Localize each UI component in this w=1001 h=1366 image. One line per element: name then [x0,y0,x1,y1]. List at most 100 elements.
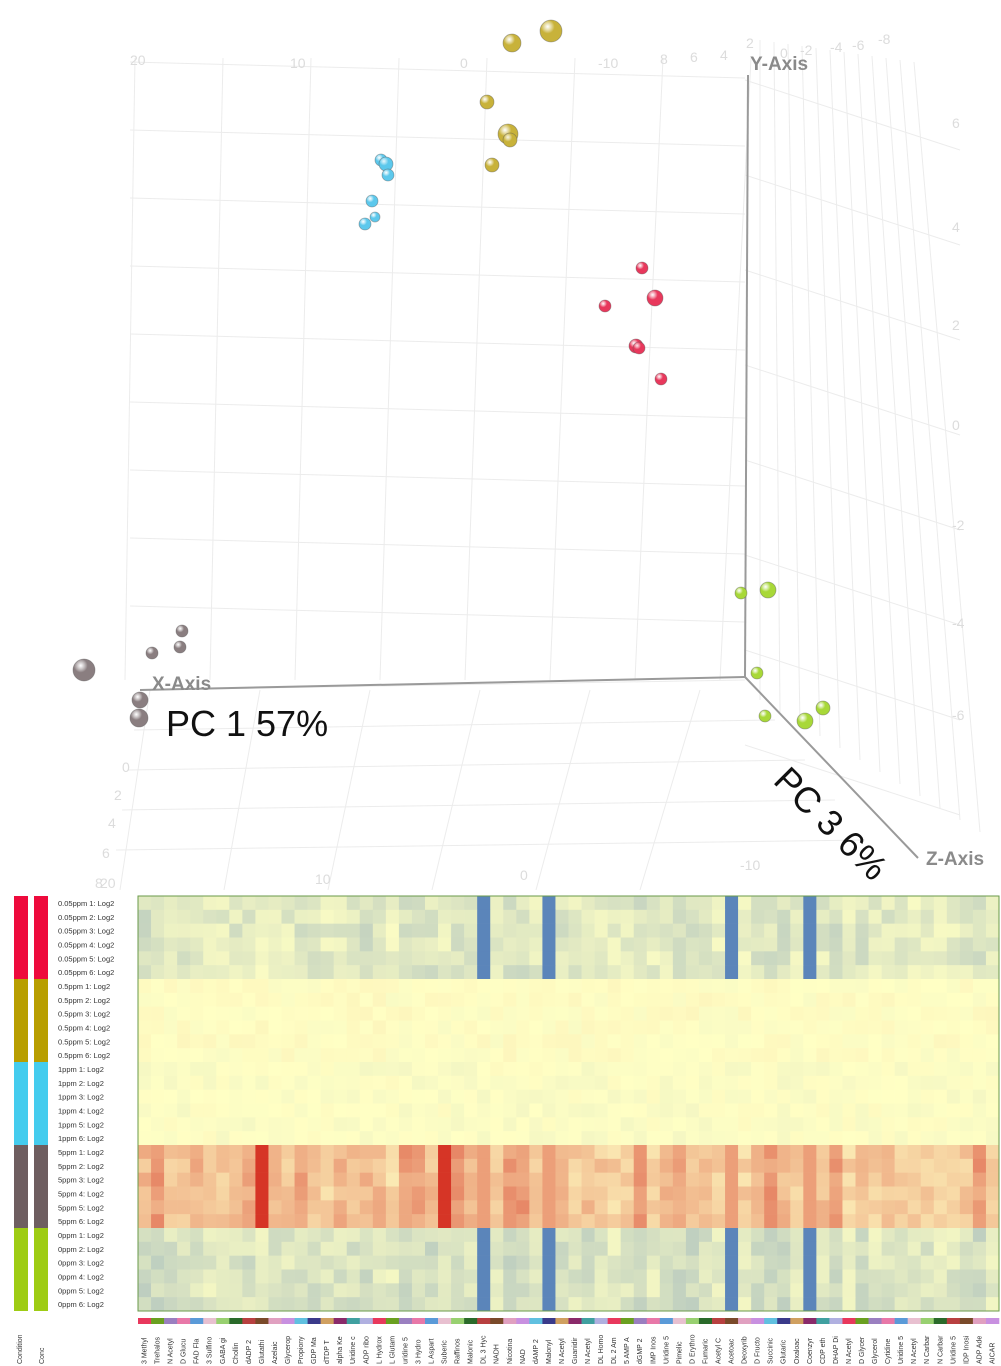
heatmap-cell [451,1145,465,1160]
heatmap-cell [868,1117,882,1132]
heatmap-cell [712,896,726,911]
heatmap-cell [151,1228,165,1243]
column-color-strip [138,1318,1000,1324]
heatmap-cell [411,923,426,938]
heatmap-cell [725,1089,739,1104]
heatmap-cell [411,1158,426,1173]
heatmap-cell [985,923,1000,938]
heatmap-cell [385,1297,400,1312]
heatmap-cell [881,1117,895,1132]
heatmap-cell [777,1062,791,1077]
heatmap-cell [790,909,804,924]
pca-gridline [885,57,941,809]
heatmap-cell [281,1062,295,1077]
heatmap-cell [294,1034,308,1049]
pca-point [734,586,748,600]
heatmap-cell [985,1103,1000,1118]
heatmap-cell [751,1145,765,1160]
heatmap-cell [255,1034,269,1049]
heatmap-cell [985,979,1000,994]
heatmap-cell [777,1200,791,1215]
heatmap-cell [946,1062,961,1077]
heatmap-row-label: 0.05ppm 4: Log2 [58,940,114,949]
heatmap-cell [503,1034,517,1049]
heatmap-cell [425,1269,439,1284]
heatmap-cell [816,1186,830,1201]
heatmap-cell [216,1241,230,1256]
heatmap-cell [333,1214,348,1229]
heatmap-cell [268,979,282,994]
heatmap-cell [620,1241,635,1256]
heatmap-cell [477,1283,491,1298]
heatmap-cell [803,965,817,980]
heatmap-cell [907,1241,922,1256]
heatmap-cell [490,1283,504,1298]
heatmap-cell [385,1172,400,1187]
heatmap-cell [216,923,230,938]
heatmap-cell [385,1034,400,1049]
heatmap-cell [516,1131,530,1146]
heatmap-cell [385,923,400,938]
heatmap-cell [164,1089,178,1104]
heatmap-cell [751,992,765,1007]
heatmap-cell [255,923,269,938]
heatmap-cell [672,1075,687,1090]
heatmap-cell [920,1020,935,1035]
heatmap-cell [764,1269,778,1284]
heatmap-cell [946,951,961,966]
heatmap-cell [829,965,843,980]
heatmap-cell [672,1020,687,1035]
heatmap-cell [477,979,491,994]
heatmap-cell [516,1228,530,1243]
heatmap-cell [842,951,856,966]
heatmap-cell [529,992,543,1007]
heatmap-cell [764,1255,778,1270]
heatmap-cell [151,937,165,952]
heatmap-cell [490,1241,504,1256]
heatmap-cell [933,1145,948,1160]
heatmap-cell [333,909,348,924]
heatmap-cell [425,1034,439,1049]
heatmap-cell [307,1186,321,1201]
heatmap-cell [620,1158,635,1173]
heatmap-cell [411,896,426,911]
column-color-swatch [346,1318,361,1324]
heatmap-cell [542,1269,556,1284]
heatmap-cell [216,1131,230,1146]
heatmap-cell [477,1034,491,1049]
heatmap-cell [529,965,543,980]
heatmap-cell [555,1117,569,1132]
heatmap-cell [816,896,830,911]
heatmap-cell [307,1075,321,1090]
heatmap-cell [933,1062,948,1077]
heatmap-cell [255,1062,269,1077]
heatmap-cell [646,1103,661,1118]
heatmap-column-label: Malonic [468,1339,475,1364]
heatmap-cell [568,1241,582,1256]
heatmap-cell [216,1048,230,1063]
heatmap-cell [712,1145,726,1160]
heatmap-cell [294,1186,308,1201]
heatmap-cell [607,937,621,952]
heatmap-row-label: 5ppm 2: Log2 [58,1162,104,1171]
heatmap-cell [411,1297,426,1312]
condition-bar-segment [14,1228,28,1311]
heatmap-cell [503,1269,517,1284]
heatmap-cell [490,1006,504,1021]
heatmap-cell [555,1075,569,1090]
heatmap-cell [920,1214,935,1229]
heatmap-cell [190,1103,204,1118]
heatmap-cell [216,1186,230,1201]
heatmap-cell [855,965,869,980]
heatmap-cell [816,1228,830,1243]
heatmap-cell [398,1158,413,1173]
heatmap-cell [346,1062,361,1077]
pca-gridline [379,57,400,681]
heatmap-cell [320,1034,334,1049]
heatmap-cell [920,1158,935,1173]
heatmap-cell [451,1103,465,1118]
heatmap-cell [229,1269,243,1284]
pca-point [646,289,664,307]
heatmap-cell [477,965,491,980]
heatmap-cell [738,1241,752,1256]
